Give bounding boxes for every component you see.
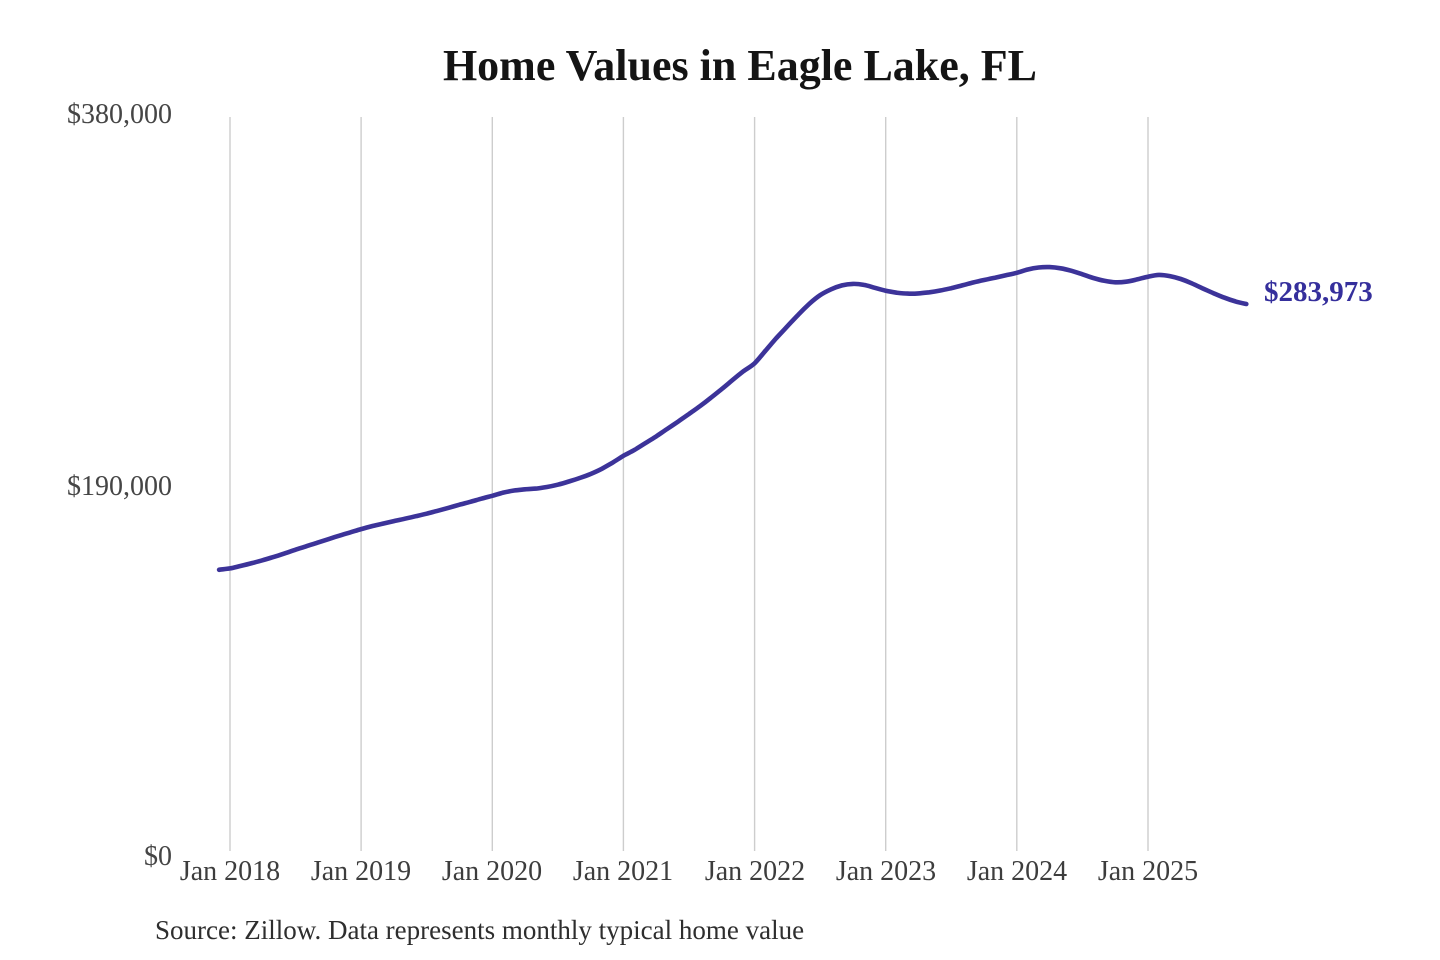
y-axis-label-0: $0 (144, 841, 172, 872)
x-tick-jan-2019: Jan 2019 (310, 856, 412, 887)
x-tick-jan-2023: Jan 2023 (835, 856, 937, 887)
x-tick-jan-2018: Jan 2018 (179, 856, 281, 887)
y-axis-label-380000: $380,000 (67, 99, 172, 130)
latest-value-label: $283,973 (1264, 276, 1373, 308)
home-value-series-line (216, 264, 1249, 573)
x-tick-jan-2025: Jan 2025 (1097, 856, 1199, 887)
x-tick-jan-2021: Jan 2021 (572, 856, 674, 887)
chart-title: Home Values in Eagle Lake, FL (442, 41, 1038, 90)
x-tick-jan-2022: Jan 2022 (704, 856, 806, 887)
x-tick-jan-2024: Jan 2024 (966, 856, 1068, 887)
y-axis-label-190000: $190,000 (67, 471, 172, 502)
source-note: Source: Zillow. Data represents monthly … (155, 915, 805, 945)
x-tick-jan-2020: Jan 2020 (441, 856, 543, 887)
